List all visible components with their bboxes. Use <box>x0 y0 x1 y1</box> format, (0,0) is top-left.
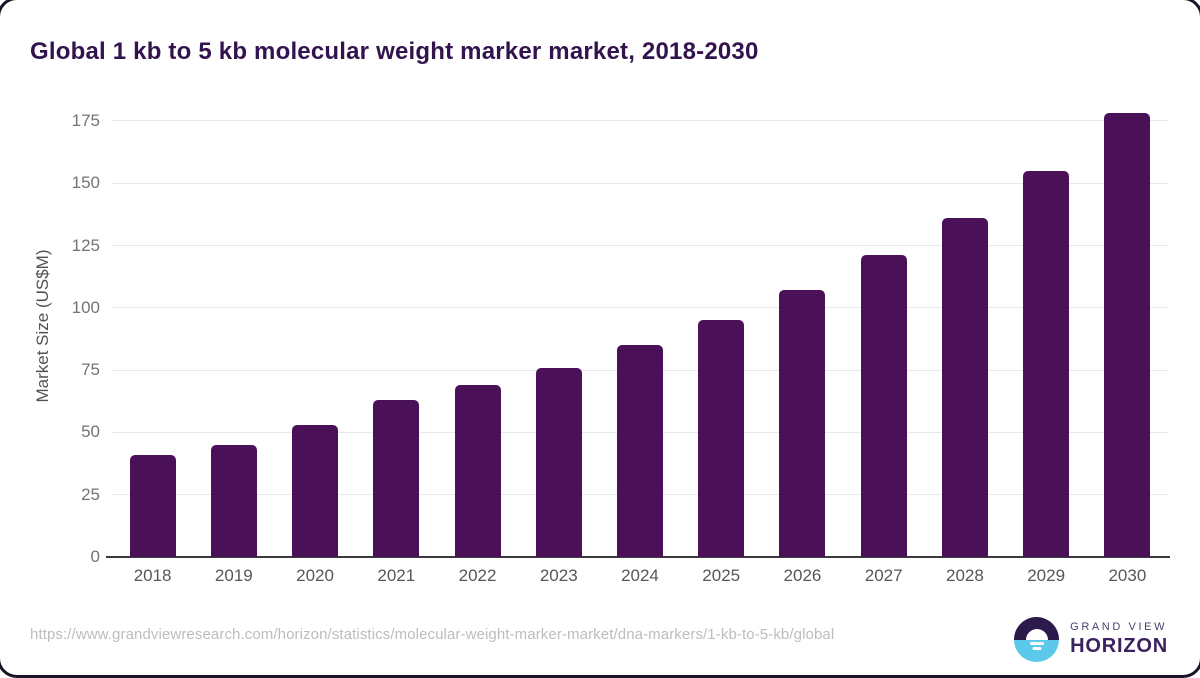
brand-name-top: GRAND VIEW <box>1070 621 1168 633</box>
x-tick-label-2022: 2022 <box>458 566 497 585</box>
plot-area: 0 25 50 75 100 125 150 175 2018 2019 2020 2021 2022 2… <box>72 96 1170 585</box>
gridline-175 <box>112 120 1168 122</box>
x-tick-label-2025: 2025 <box>702 566 741 585</box>
y-tick-label-150: 150 <box>71 173 100 193</box>
x-tick-label-2019: 2019 <box>214 566 253 585</box>
x-tick-label-2029: 2029 <box>1027 566 1066 585</box>
horizon-sun-icon <box>1014 617 1060 662</box>
x-tick-label-2028: 2028 <box>945 566 984 585</box>
bar-2022 <box>454 385 501 557</box>
bar-2020 <box>292 424 339 557</box>
bar-2018 <box>129 454 176 557</box>
y-tick-label-100: 100 <box>71 297 100 317</box>
page-title: Global 1 kb to 5 kb molecular weight mar… <box>30 38 759 66</box>
bar-2027 <box>860 255 907 557</box>
bar-2025 <box>698 320 745 557</box>
bar-2026 <box>779 290 826 557</box>
bar-2024 <box>617 345 663 557</box>
x-tick-label-2023: 2023 <box>539 566 578 585</box>
y-tick-label-125: 125 <box>71 235 100 255</box>
bar-2019 <box>210 444 257 557</box>
brand-logo: GRAND VIEW HORIZON <box>1014 617 1168 662</box>
x-tick-label-2021: 2021 <box>377 566 416 585</box>
x-tick-label-2027: 2027 <box>864 566 903 585</box>
bar-2029 <box>1023 170 1070 557</box>
x-axis-line <box>106 556 1170 558</box>
bar-2023 <box>535 367 582 557</box>
y-tick-label-0: 0 <box>90 547 100 566</box>
x-tick-label-2026: 2026 <box>783 566 822 585</box>
bar-2028 <box>941 218 988 557</box>
x-tick-label-2020: 2020 <box>296 566 334 585</box>
x-tick-label-2018: 2018 <box>133 566 172 585</box>
x-tick-label-2024: 2024 <box>621 566 659 585</box>
y-tick-label-75: 75 <box>81 360 100 380</box>
brand-name-bottom: HORIZON <box>1070 635 1168 657</box>
y-tick-label-25: 25 <box>81 484 100 504</box>
y-tick-label-175: 175 <box>71 110 100 130</box>
bar-2030 <box>1104 113 1151 557</box>
gridline-125 <box>112 245 1168 246</box>
gridline-150 <box>112 182 1168 184</box>
bar-2021 <box>373 400 420 557</box>
x-tick-label-2030: 2030 <box>1108 566 1147 585</box>
gridline-100 <box>112 307 1168 309</box>
source-url: https://www.grandviewresearch.com/horizo… <box>30 626 835 643</box>
y-tick-label-50: 50 <box>81 422 100 442</box>
